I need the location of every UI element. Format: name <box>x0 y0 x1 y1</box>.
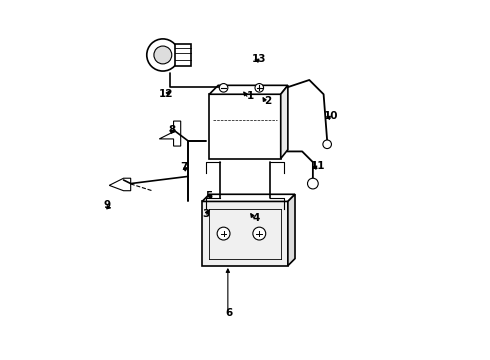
Text: 7: 7 <box>181 162 188 172</box>
FancyBboxPatch shape <box>202 202 288 266</box>
Text: 13: 13 <box>252 54 267 64</box>
Circle shape <box>154 46 172 64</box>
Text: 2: 2 <box>265 96 272 107</box>
Polygon shape <box>202 194 295 202</box>
Circle shape <box>255 84 264 92</box>
FancyBboxPatch shape <box>209 94 281 158</box>
Circle shape <box>308 178 318 189</box>
Text: 8: 8 <box>168 125 175 135</box>
Text: 11: 11 <box>311 161 325 171</box>
Text: 4: 4 <box>252 212 259 222</box>
Text: 9: 9 <box>104 200 111 210</box>
Text: 10: 10 <box>323 111 338 121</box>
Polygon shape <box>159 121 181 146</box>
Polygon shape <box>281 85 288 158</box>
Circle shape <box>323 140 331 149</box>
Polygon shape <box>288 194 295 266</box>
FancyBboxPatch shape <box>175 44 192 66</box>
Circle shape <box>147 39 179 71</box>
Circle shape <box>217 227 230 240</box>
Text: 3: 3 <box>202 209 209 219</box>
Circle shape <box>253 227 266 240</box>
Circle shape <box>220 84 228 92</box>
Text: 1: 1 <box>247 91 254 101</box>
Polygon shape <box>109 178 131 191</box>
Text: 5: 5 <box>206 191 213 201</box>
Text: 12: 12 <box>159 89 173 99</box>
Text: 6: 6 <box>225 308 233 318</box>
Polygon shape <box>209 85 288 94</box>
